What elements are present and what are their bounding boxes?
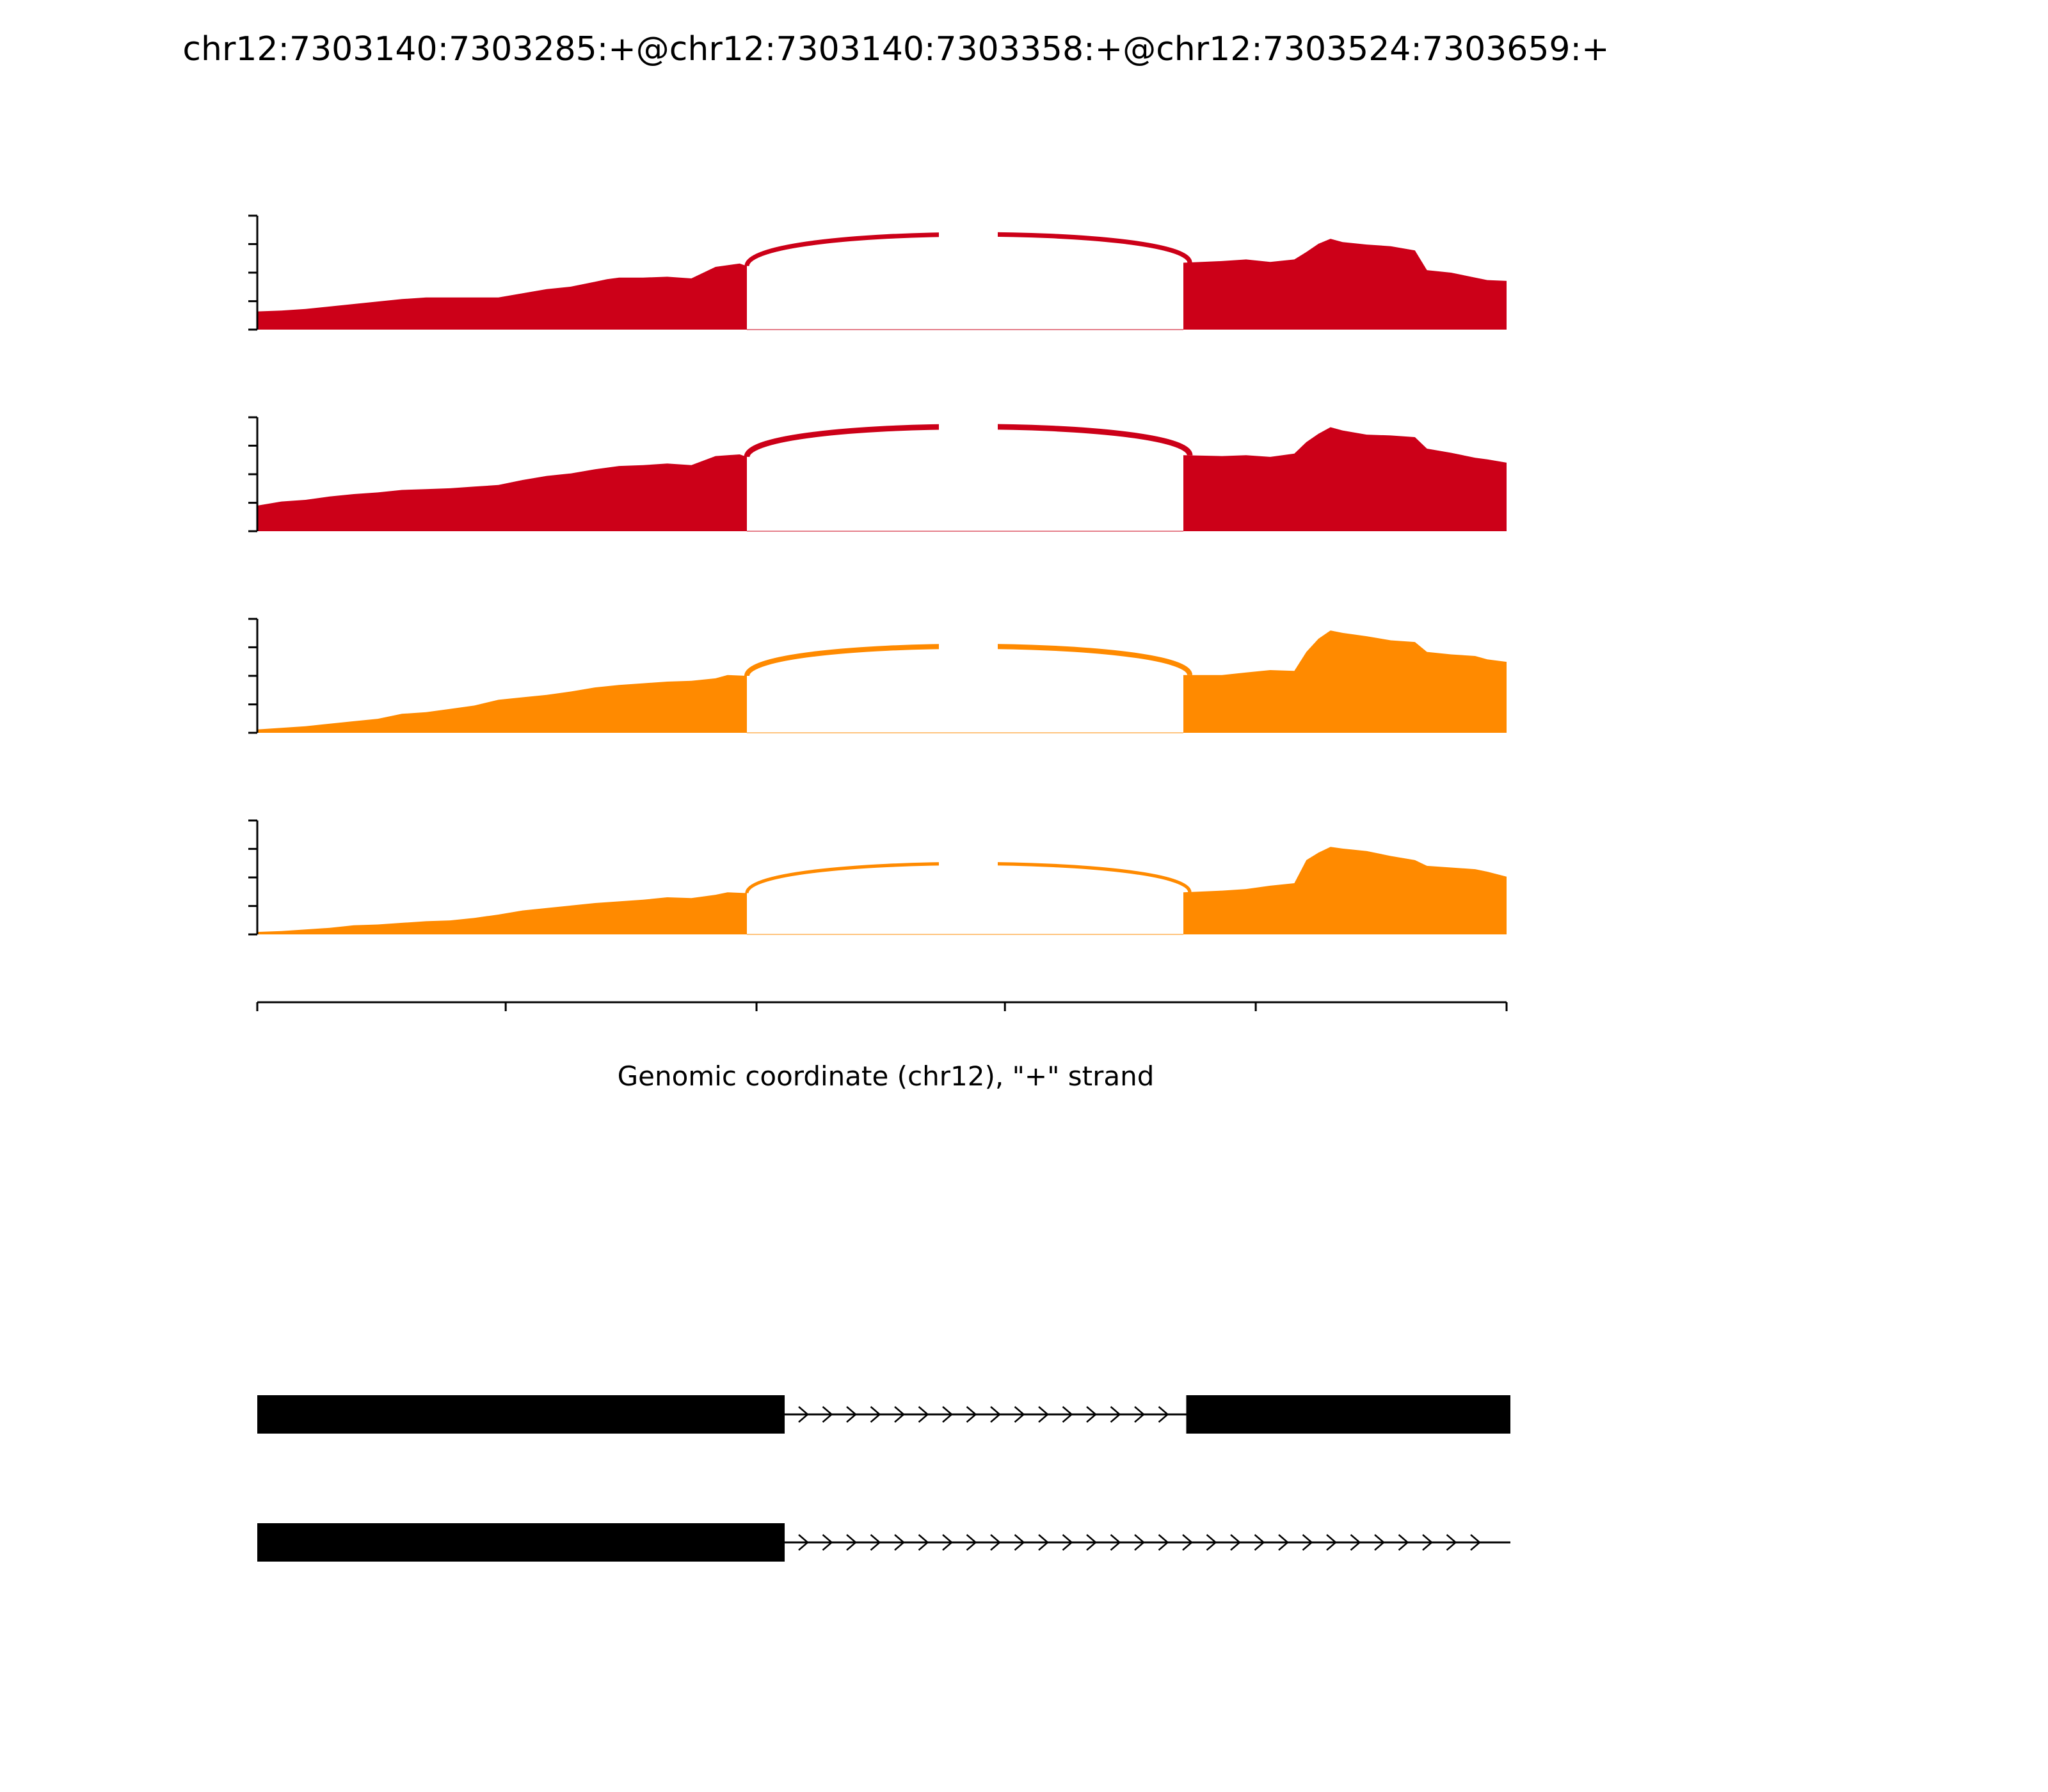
strand-chevron	[894, 1534, 905, 1551]
strand-chevron	[1374, 1534, 1385, 1551]
strand-chevron	[1014, 1406, 1025, 1423]
strand-chevron	[942, 1406, 953, 1423]
strand-chevron	[1398, 1534, 1409, 1551]
strand-chevron	[822, 1406, 833, 1423]
strand-chevron	[966, 1534, 977, 1551]
strand-chevron	[870, 1406, 881, 1423]
strand-chevron	[798, 1406, 809, 1423]
coverage-area-right	[1183, 239, 1507, 330]
coverage-area-left	[257, 263, 747, 330]
strand-chevron	[1110, 1406, 1121, 1423]
strand-chevron	[1422, 1534, 1433, 1551]
isoform-1	[257, 1395, 1510, 1434]
strand-chevron	[1086, 1406, 1097, 1423]
chart-title: chr12:7303140:7303285:+@chr12:7303140:73…	[182, 30, 1609, 68]
coverage-area-left	[257, 892, 747, 934]
strand-chevron	[1302, 1534, 1313, 1551]
strand-chevron	[1038, 1534, 1049, 1551]
isoform-2	[257, 1523, 1510, 1562]
strand-chevron	[1326, 1534, 1337, 1551]
track-4	[248, 819, 1507, 936]
strand-chevron	[1230, 1534, 1241, 1551]
coverage-area-right	[1183, 847, 1507, 934]
strand-chevron	[822, 1534, 833, 1551]
coverage-area-right	[1183, 630, 1507, 733]
strand-chevron	[1158, 1406, 1169, 1423]
junction-count-bg	[939, 416, 998, 437]
x-axis-label: Genomic coordinate (chr12), "+" strand	[618, 1060, 1155, 1092]
strand-chevron	[1350, 1534, 1361, 1551]
exon-block	[1186, 1395, 1510, 1434]
track-2	[248, 416, 1507, 532]
strand-chevron	[1110, 1534, 1121, 1551]
strand-chevron	[918, 1406, 929, 1423]
coverage-tracks	[248, 214, 1507, 936]
strand-chevron	[942, 1534, 953, 1551]
coverage-area-left	[257, 675, 747, 733]
junction-count-bg	[939, 636, 998, 657]
strand-chevron	[1254, 1534, 1265, 1551]
coverage-area-left	[257, 454, 747, 531]
strand-chevron	[1134, 1534, 1145, 1551]
strand-chevron	[798, 1534, 809, 1551]
strand-chevron	[1086, 1534, 1097, 1551]
strand-chevron	[1062, 1534, 1073, 1551]
strand-chevron	[894, 1406, 905, 1423]
strand-chevron	[1158, 1534, 1169, 1551]
strand-chevron	[846, 1406, 857, 1423]
strand-chevron	[1134, 1406, 1145, 1423]
strand-chevron	[846, 1534, 857, 1551]
isoform-models	[257, 1395, 1510, 1562]
strand-chevron	[1038, 1406, 1049, 1423]
exon-block	[257, 1395, 785, 1434]
x-axis	[256, 1001, 1508, 1011]
strand-chevron	[990, 1534, 1001, 1551]
strand-chevron	[1062, 1406, 1073, 1423]
track-3	[248, 618, 1507, 734]
exon-block	[257, 1523, 785, 1562]
strand-chevron	[1278, 1534, 1289, 1551]
strand-chevron	[1182, 1534, 1193, 1551]
strand-chevron	[990, 1406, 1001, 1423]
strand-chevron	[918, 1534, 929, 1551]
strand-chevron	[966, 1406, 977, 1423]
junction-count-bg	[939, 853, 998, 874]
track-1	[248, 214, 1507, 331]
strand-chevron	[1014, 1534, 1025, 1551]
junction-count-bg	[939, 224, 998, 245]
strand-chevron	[1206, 1534, 1217, 1551]
strand-chevron	[870, 1534, 881, 1551]
coverage-area-right	[1183, 427, 1507, 531]
strand-chevron	[1470, 1534, 1481, 1551]
strand-chevron	[1446, 1534, 1457, 1551]
